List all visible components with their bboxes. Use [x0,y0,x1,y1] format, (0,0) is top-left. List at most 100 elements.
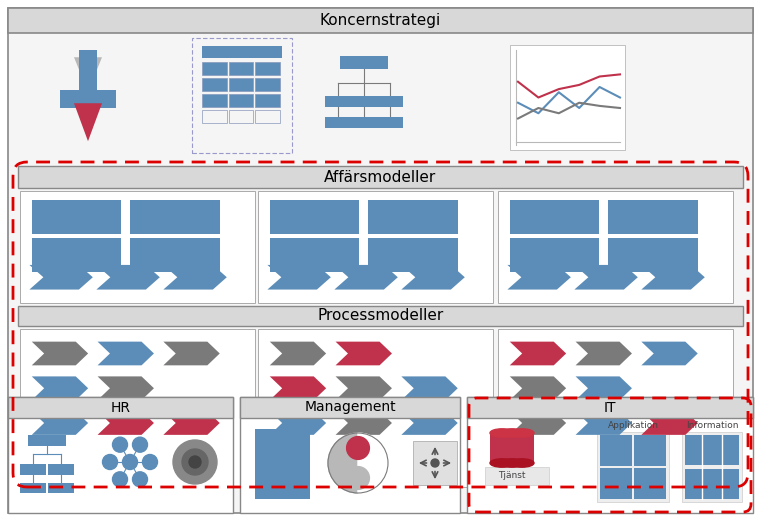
Bar [48,464,74,475]
Polygon shape [32,342,88,365]
Bar [79,50,97,96]
Circle shape [123,454,138,469]
Bar [510,238,599,271]
Polygon shape [97,411,154,435]
Bar [467,397,753,418]
Circle shape [132,472,148,487]
Bar [325,96,353,107]
Ellipse shape [490,459,514,467]
Bar [202,110,227,123]
Bar [368,200,458,233]
Bar [8,8,753,33]
Bar [202,78,227,91]
Bar [375,96,403,107]
Circle shape [103,454,117,469]
Bar [498,329,733,487]
Polygon shape [642,411,698,435]
Bar [634,435,666,466]
Bar [609,200,698,233]
Bar [18,306,743,326]
Bar [20,191,255,303]
Polygon shape [575,376,632,400]
Bar [682,432,742,502]
Bar [609,238,698,271]
Polygon shape [642,265,705,290]
Polygon shape [336,342,392,365]
Bar [48,483,74,493]
Bar [375,117,403,128]
Polygon shape [401,265,465,290]
Polygon shape [164,342,220,365]
Polygon shape [336,411,392,435]
Circle shape [142,454,158,469]
Ellipse shape [500,459,524,467]
Bar [32,238,121,271]
Text: Tjänst: Tjänst [498,472,526,480]
Bar [228,78,253,91]
Polygon shape [510,342,566,365]
Bar [340,56,388,69]
Ellipse shape [510,429,534,437]
Polygon shape [32,411,88,435]
Bar [498,191,733,303]
Bar [255,429,310,499]
Bar [634,468,666,499]
Circle shape [113,472,128,487]
Bar [597,432,669,502]
Bar [60,90,116,107]
Ellipse shape [500,429,524,437]
Bar [500,433,524,463]
Bar [202,46,282,58]
Text: Information: Information [686,420,738,429]
Bar [202,62,227,75]
Circle shape [346,437,369,460]
Bar [228,94,253,107]
Text: Processmodeller: Processmodeller [317,308,444,324]
Bar [228,110,253,123]
Text: Management: Management [304,401,396,415]
Bar [269,200,359,233]
Bar [685,469,739,499]
Text: Koncernstrategi: Koncernstrategi [320,13,441,28]
Polygon shape [269,342,326,365]
Bar [256,110,280,123]
Bar [8,397,233,513]
Circle shape [132,437,148,452]
Bar [240,397,460,418]
Polygon shape [269,411,326,435]
Bar [130,238,220,271]
Bar [202,94,227,107]
Polygon shape [97,265,160,290]
Polygon shape [267,265,331,290]
Polygon shape [164,411,220,435]
Bar [256,62,280,75]
Bar [510,45,625,150]
Bar [192,38,292,153]
Polygon shape [508,265,571,290]
Circle shape [113,437,128,452]
Bar [368,238,458,271]
Bar [325,117,353,128]
Wedge shape [328,433,358,493]
Bar [350,96,378,107]
Bar [28,435,66,446]
Polygon shape [401,376,458,400]
Bar [600,468,632,499]
Polygon shape [32,376,88,400]
Bar [8,397,233,418]
Polygon shape [642,342,698,365]
Ellipse shape [490,429,514,437]
Wedge shape [358,433,388,493]
Bar [485,467,549,485]
Polygon shape [401,411,458,435]
Bar [269,238,359,271]
Circle shape [173,440,217,484]
Bar [600,435,632,466]
Bar [467,397,753,513]
Bar [510,433,534,463]
Polygon shape [30,265,93,290]
Polygon shape [510,376,566,400]
Polygon shape [510,411,566,435]
Bar [490,433,514,463]
Bar [256,78,280,91]
